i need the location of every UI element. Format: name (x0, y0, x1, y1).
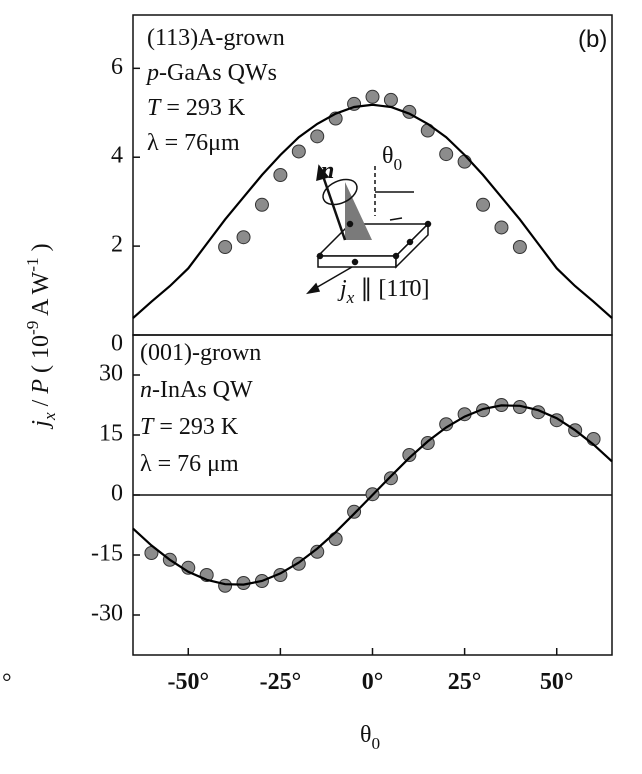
data-point (402, 448, 417, 462)
annotation: (001)-grown (140, 340, 261, 366)
annotation: n-InAs QW (140, 377, 253, 403)
inset-contact (406, 238, 414, 246)
annotation: λ = 76 μm (140, 451, 239, 477)
data-point (476, 197, 491, 212)
data-point (310, 129, 325, 144)
data-point (328, 532, 343, 546)
data-point (383, 471, 398, 486)
x-tick-label: 0° (362, 669, 384, 695)
text-segment: / (28, 394, 54, 413)
text-segment: -9 (23, 321, 42, 335)
y-tick-label: -30 (91, 601, 123, 627)
text-segment: T (140, 414, 155, 440)
inset-arrowhead (305, 282, 321, 295)
text-segment: n (140, 377, 152, 403)
y-tick-label: 15 (99, 421, 123, 447)
fit-line (132, 404, 613, 586)
data-point (236, 230, 251, 245)
inset-slab-side (395, 222, 429, 269)
text-segment: λ = 76μm (147, 130, 240, 156)
inset-contact (424, 220, 432, 228)
inset-contact (392, 252, 400, 260)
data-point (365, 89, 380, 104)
data-point (476, 403, 491, 418)
inset-contact (346, 220, 354, 228)
text-segment: (113)A-grown (147, 25, 285, 51)
data-point (512, 240, 527, 254)
text-segment: -GaAs QWs (159, 60, 277, 86)
text-segment: x (346, 288, 355, 307)
text-segment: n (321, 158, 334, 184)
annotation: (113)A-grown (147, 25, 285, 51)
text-segment: j (28, 420, 54, 430)
data-point (457, 154, 472, 169)
x-tick-label: -25° (260, 669, 302, 695)
inset-current (313, 266, 353, 290)
y-tick-label: -15 (91, 541, 123, 567)
data-point (383, 92, 398, 107)
y-tick-label: 4 (111, 143, 123, 169)
inset-normal (321, 175, 347, 241)
data-point (273, 168, 288, 182)
text-segment: -1 (23, 257, 42, 271)
inset-label: θ0 (382, 143, 402, 174)
inset-label: jx ∥ [11̄0] (337, 276, 429, 307)
data-point (254, 197, 269, 212)
text-segment: θ (382, 143, 394, 169)
text-segment: (001)-grown (140, 340, 261, 366)
inset-label: n (321, 158, 334, 184)
inset-tick (389, 217, 403, 221)
data-point (439, 147, 454, 162)
text-segment: ) (28, 243, 54, 257)
annotation: T = 293 K (140, 414, 239, 440)
text-segment: T (147, 95, 162, 121)
y-tick-label: 2 (111, 232, 123, 258)
text-segment: x (40, 412, 59, 421)
annotation: p-GaAs QWs (145, 60, 277, 86)
inset-contact (316, 252, 324, 260)
data-point (218, 240, 233, 254)
text-segment: j (337, 276, 347, 302)
text-segment: ( 10 (28, 335, 54, 379)
text-segment: = 293 K (160, 95, 246, 121)
inset-polarization (322, 178, 358, 206)
x-axis-label: θ0 (360, 722, 380, 753)
text-segment: -InAs QW (152, 377, 253, 403)
text-segment: = 293 K (153, 414, 239, 440)
inset-diagram (305, 164, 432, 295)
text-segment: 0 (394, 155, 403, 174)
text-segment: ∥ [11̄0] (354, 276, 429, 302)
x-tick-label: 25° (448, 669, 482, 695)
annotation: T = 293 K (147, 95, 246, 121)
data-point (494, 220, 509, 235)
x-tick-label: -50° (167, 669, 209, 695)
text-segment: P (28, 379, 54, 395)
text-segment: A W (28, 271, 54, 320)
stray-label: ° (2, 670, 12, 696)
annotation: λ = 76μm (147, 130, 240, 156)
y-tick-label: 6 (111, 54, 123, 80)
data-point (218, 578, 233, 593)
y-tick-label: 0 (111, 331, 123, 357)
data-point (291, 144, 306, 159)
text-segment: p (145, 60, 159, 86)
x-tick-label: 50° (540, 669, 574, 695)
text-segment: λ = 76 μm (140, 451, 239, 477)
inset-contact (351, 258, 359, 266)
panel-label: (b) (578, 26, 607, 53)
inset-arrowhead (316, 164, 330, 182)
text-segment: θ (360, 722, 372, 748)
text-segment: 0 (372, 734, 381, 753)
y-axis-label: jx / P ( 10-9 A W-1 ) (23, 243, 59, 429)
data-point (347, 504, 362, 519)
y-tick-label: 0 (111, 481, 123, 507)
data-point (310, 544, 325, 559)
y-tick-label: 30 (99, 361, 123, 387)
fit-line (132, 103, 613, 319)
